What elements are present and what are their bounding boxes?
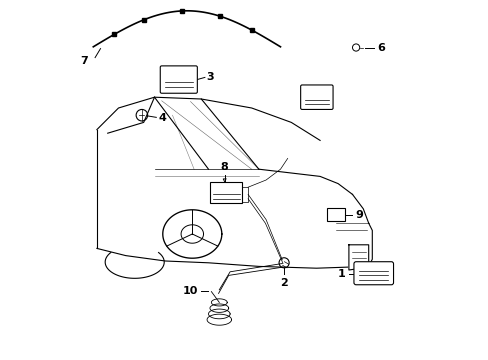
Polygon shape (348, 245, 368, 270)
Text: 7: 7 (80, 56, 88, 66)
Text: 6: 6 (376, 42, 384, 53)
Text: 4: 4 (159, 113, 166, 123)
Text: 5: 5 (322, 85, 330, 95)
Text: 3: 3 (206, 72, 214, 82)
FancyBboxPatch shape (210, 182, 242, 203)
Text: 2: 2 (280, 278, 287, 288)
Text: 10: 10 (182, 286, 197, 296)
FancyBboxPatch shape (160, 66, 197, 93)
FancyBboxPatch shape (300, 85, 332, 109)
Text: 1: 1 (337, 269, 345, 279)
FancyBboxPatch shape (326, 208, 345, 221)
Text: 8: 8 (221, 162, 228, 172)
Text: 9: 9 (355, 210, 363, 220)
FancyBboxPatch shape (353, 262, 393, 285)
